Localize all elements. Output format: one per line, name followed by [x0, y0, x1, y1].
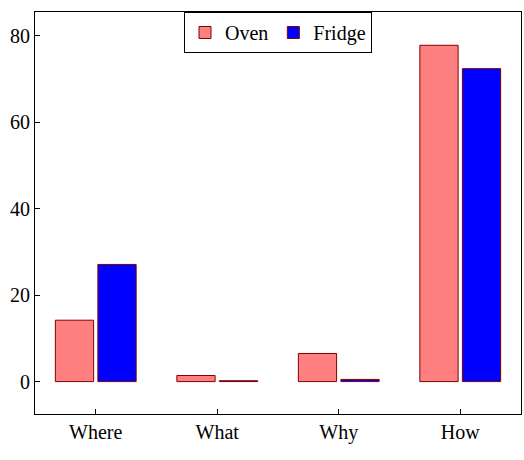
- svg-text:How: How: [441, 421, 480, 443]
- svg-text:What: What: [196, 421, 240, 443]
- svg-text:Fridge: Fridge: [313, 22, 365, 45]
- svg-text:Where: Where: [69, 421, 122, 443]
- svg-text:0: 0: [20, 371, 30, 393]
- svg-text:40: 40: [10, 198, 30, 220]
- svg-text:Oven: Oven: [225, 22, 268, 44]
- svg-text:80: 80: [10, 25, 30, 47]
- svg-text:Why: Why: [319, 421, 358, 444]
- svg-text:20: 20: [10, 284, 30, 306]
- svg-text:60: 60: [10, 111, 30, 133]
